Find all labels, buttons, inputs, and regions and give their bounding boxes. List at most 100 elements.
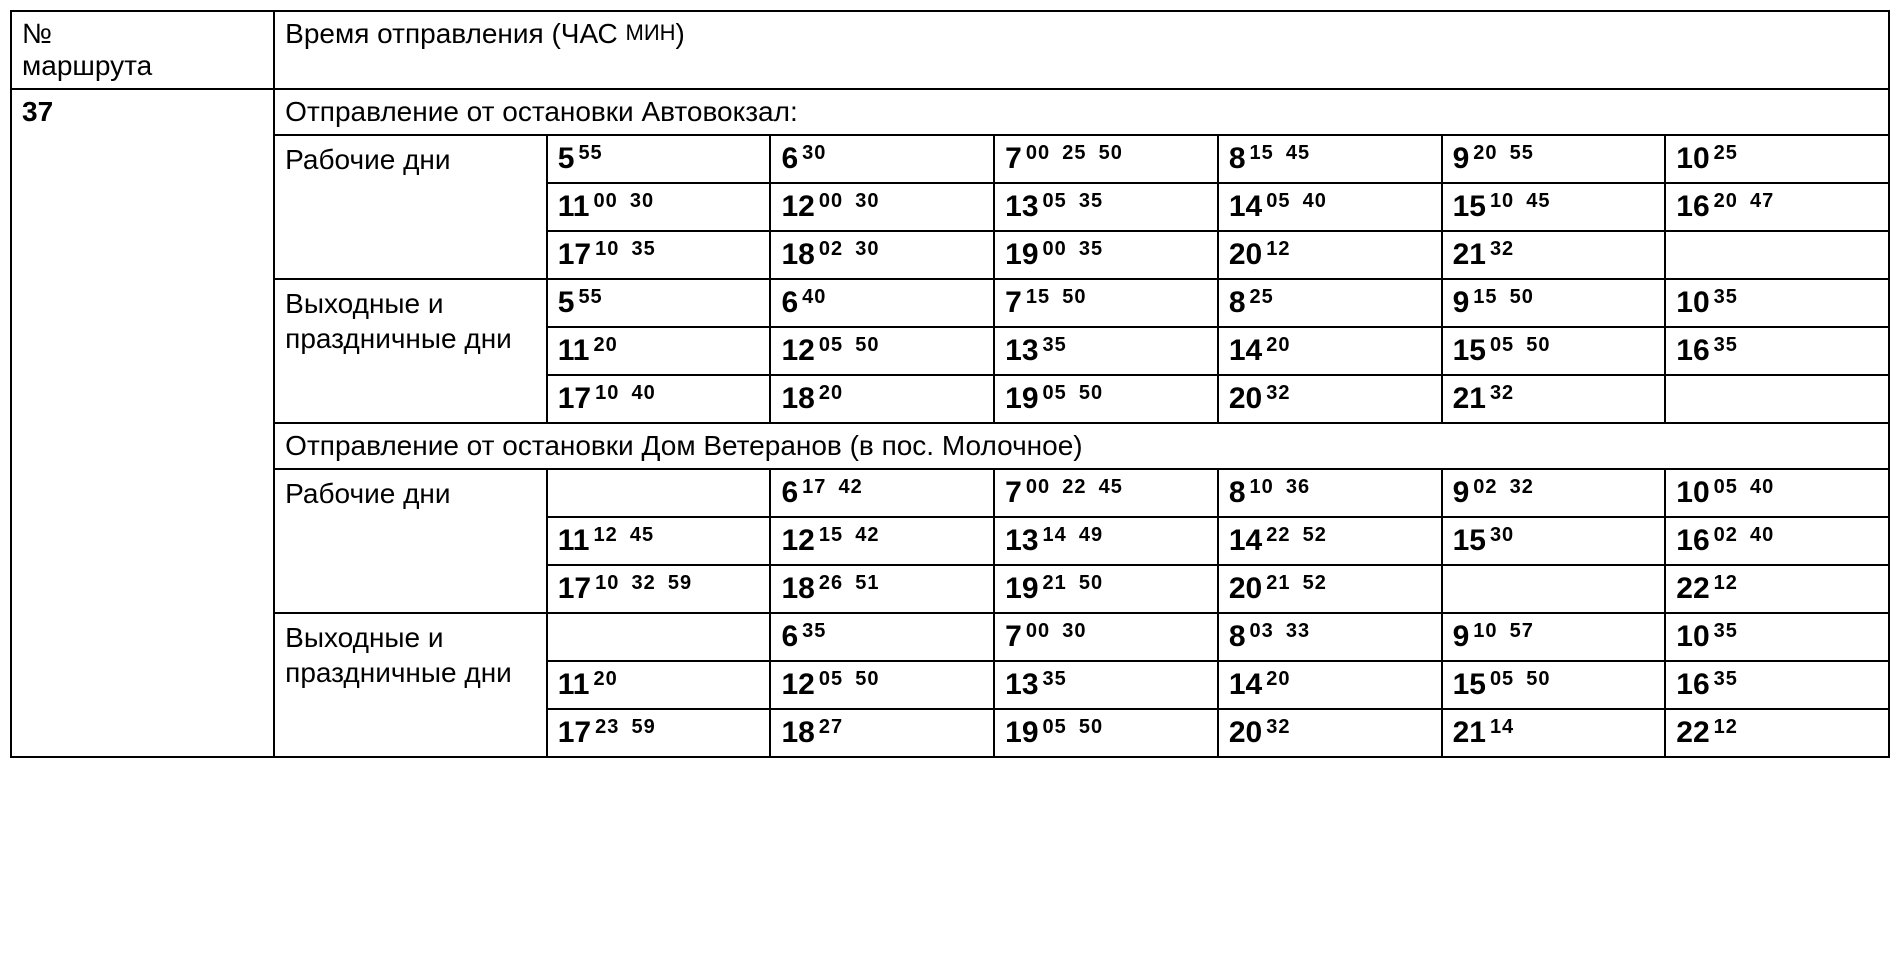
hour-value: 7 xyxy=(1005,476,1022,509)
hour-value: 6 xyxy=(781,476,798,509)
minutes-value: 05 50 xyxy=(819,668,880,690)
hour-value: 18 xyxy=(781,572,814,605)
minutes-value: 35 xyxy=(1714,286,1738,308)
bus-schedule-table: №маршрутаВремя отправления (ЧАС МИН)37От… xyxy=(10,10,1890,758)
header-route-l2: маршрута xyxy=(22,50,152,81)
hour-value: 14 xyxy=(1229,668,1262,701)
time-cell: 1710 32 59 xyxy=(547,565,771,613)
minutes-value: 27 xyxy=(819,716,843,738)
time-cell xyxy=(1665,231,1889,279)
hour-value: 16 xyxy=(1676,190,1709,223)
hour-value: 12 xyxy=(781,524,814,557)
time-cell: 915 50 xyxy=(1442,279,1666,327)
minutes-value: 00 22 45 xyxy=(1026,476,1123,498)
minutes-value: 15 50 xyxy=(1473,286,1534,308)
time-cell: 640 xyxy=(770,279,994,327)
minutes-value: 15 50 xyxy=(1026,286,1087,308)
time-cell: 630 xyxy=(770,135,994,183)
hour-value: 20 xyxy=(1229,716,1262,749)
hour-value: 13 xyxy=(1005,524,1038,557)
hour-value: 10 xyxy=(1676,286,1709,319)
minutes-value: 05 40 xyxy=(1266,190,1327,212)
hour-value: 14 xyxy=(1229,524,1262,557)
minutes-value: 05 40 xyxy=(1714,476,1775,498)
hour-value: 13 xyxy=(1005,668,1038,701)
time-cell: 1530 xyxy=(1442,517,1666,565)
hour-value: 16 xyxy=(1676,334,1709,367)
hour-value: 12 xyxy=(781,668,814,701)
hour-value: 12 xyxy=(781,334,814,367)
route-number-cell: 37 xyxy=(11,89,274,757)
time-cell: 1120 xyxy=(547,661,771,709)
hour-value: 9 xyxy=(1453,142,1470,175)
hour-value: 17 xyxy=(558,238,591,271)
minutes-value: 10 35 xyxy=(595,238,656,260)
minutes-value: 30 xyxy=(802,142,826,164)
time-cell xyxy=(1665,375,1889,423)
time-cell: 2114 xyxy=(1442,709,1666,757)
time-cell: 617 42 xyxy=(770,469,994,517)
minutes-value: 02 40 xyxy=(1714,524,1775,546)
hour-value: 17 xyxy=(558,572,591,605)
hour-value: 16 xyxy=(1676,524,1709,557)
hour-value: 13 xyxy=(1005,190,1038,223)
minutes-value: 12 xyxy=(1266,238,1290,260)
header-time-label: Время отправления (ЧАС МИН) xyxy=(274,11,1889,89)
time-cell: 1035 xyxy=(1665,279,1889,327)
time-cell: 910 57 xyxy=(1442,613,1666,661)
minutes-value: 17 42 xyxy=(802,476,863,498)
hour-value: 10 xyxy=(1676,620,1709,653)
minutes-value: 21 52 xyxy=(1266,572,1327,594)
minutes-value: 26 51 xyxy=(819,572,880,594)
minutes-value: 02 30 xyxy=(819,238,880,260)
time-cell: 1710 40 xyxy=(547,375,771,423)
time-cell: 1820 xyxy=(770,375,994,423)
hour-value: 7 xyxy=(1005,142,1022,175)
minutes-value: 21 50 xyxy=(1043,572,1104,594)
time-cell: 2012 xyxy=(1218,231,1442,279)
time-cell: 1405 40 xyxy=(1218,183,1442,231)
hour-value: 9 xyxy=(1453,476,1470,509)
minutes-value: 35 xyxy=(1714,334,1738,356)
hour-value: 22 xyxy=(1676,716,1709,749)
time-cell: 1900 35 xyxy=(994,231,1218,279)
hour-value: 11 xyxy=(558,334,590,367)
minutes-value: 20 xyxy=(593,668,617,690)
time-cell: 1314 49 xyxy=(994,517,1218,565)
time-cell: 803 33 xyxy=(1218,613,1442,661)
minutes-value: 02 32 xyxy=(1473,476,1534,498)
minutes-value: 05 50 xyxy=(1490,334,1551,356)
hour-value: 6 xyxy=(781,620,798,653)
time-cell: 700 30 xyxy=(994,613,1218,661)
minutes-value: 22 52 xyxy=(1266,524,1327,546)
minutes-value: 32 xyxy=(1490,238,1514,260)
hour-value: 8 xyxy=(1229,286,1246,319)
time-cell: 1827 xyxy=(770,709,994,757)
minutes-value: 14 xyxy=(1490,716,1514,738)
time-cell: 700 22 45 xyxy=(994,469,1218,517)
hour-value: 9 xyxy=(1453,620,1470,653)
hour-value: 20 xyxy=(1229,382,1262,415)
minutes-value: 00 30 xyxy=(1026,620,1087,642)
minutes-value: 10 32 59 xyxy=(595,572,692,594)
time-cell: 2032 xyxy=(1218,709,1442,757)
minutes-value: 35 xyxy=(802,620,826,642)
time-cell: 1710 35 xyxy=(547,231,771,279)
minutes-value: 00 30 xyxy=(819,190,880,212)
hour-value: 8 xyxy=(1229,620,1246,653)
hour-value: 9 xyxy=(1453,286,1470,319)
hour-value: 19 xyxy=(1005,716,1038,749)
hour-value: 10 xyxy=(1676,476,1709,509)
minutes-value: 40 xyxy=(802,286,826,308)
time-cell: 810 36 xyxy=(1218,469,1442,517)
minutes-value: 55 xyxy=(578,142,602,164)
time-cell: 1305 35 xyxy=(994,183,1218,231)
minutes-value: 05 50 xyxy=(1490,668,1551,690)
time-cell: 2132 xyxy=(1442,231,1666,279)
time-cell: 555 xyxy=(547,279,771,327)
minutes-value: 10 40 xyxy=(595,382,656,404)
stop-title: Отправление от остановки Автовокзал: xyxy=(274,89,1889,135)
hour-value: 14 xyxy=(1229,334,1262,367)
time-cell: 1505 50 xyxy=(1442,327,1666,375)
time-cell: 1205 50 xyxy=(770,327,994,375)
